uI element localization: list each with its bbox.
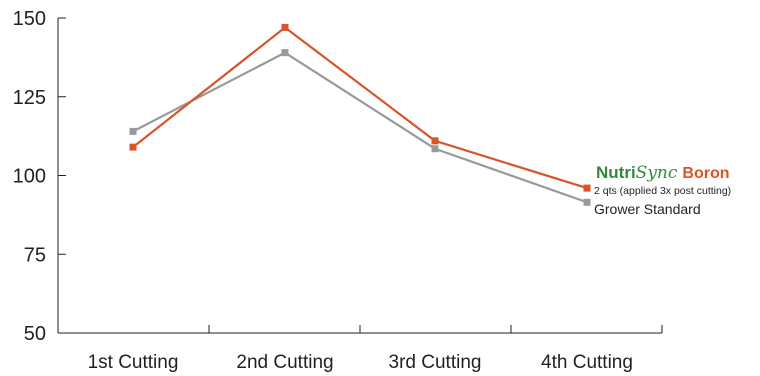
series-1-point <box>583 184 591 192</box>
y-tick-label: 150 <box>13 8 46 30</box>
legend: NutriSync Boron 2 qts (applied 3x post cu… <box>594 163 731 217</box>
legend-heading-boron: Boron <box>682 165 729 182</box>
y-axis-labels: 150 125 100 75 50 <box>13 8 46 345</box>
x-tick-label: 3rd Cutting <box>389 352 482 373</box>
x-tick-label: 1st Cutting <box>88 352 179 373</box>
x-tick-label: 2nd Cutting <box>236 352 333 373</box>
y-tick-label: 100 <box>13 166 46 188</box>
legend-series-2-label: Grower Standard <box>594 201 701 217</box>
y-tick-label: 50 <box>24 323 46 345</box>
series-1-line <box>132 26 588 190</box>
series-2-point <box>431 145 439 153</box>
series-2-point <box>129 127 137 135</box>
series-2 <box>129 49 591 206</box>
x-axis-labels: 1st Cutting 2nd Cutting 3rd Cutting 4th Cut… <box>88 352 633 373</box>
legend-heading-sync: Sync <box>636 163 678 183</box>
chart-series <box>129 23 591 206</box>
series-2-point <box>281 49 289 57</box>
series-1-point <box>129 143 137 151</box>
legend-heading-nutri: Nutri <box>596 163 636 182</box>
y-tick-label: 125 <box>13 87 46 109</box>
series-1-point <box>281 23 289 31</box>
series-1-point <box>431 137 439 145</box>
legend-heading: NutriSync Boron <box>596 163 730 183</box>
chart-axes <box>57 17 663 334</box>
series-1 <box>129 23 591 192</box>
x-tick-label: 4th Cutting <box>541 352 633 373</box>
series-2-point <box>583 198 591 206</box>
y-tick-label: 75 <box>24 244 46 266</box>
series-2-line <box>132 51 588 204</box>
legend-series-1-label: 2 qts (applied 3x post cutting) <box>594 185 731 197</box>
